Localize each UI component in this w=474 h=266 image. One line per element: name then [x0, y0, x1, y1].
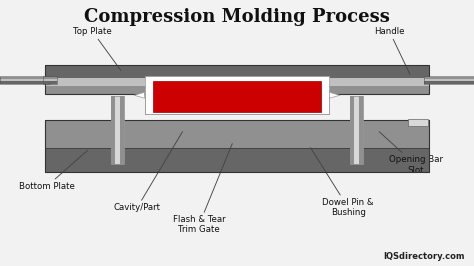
Bar: [111, 96, 115, 164]
Bar: [43, 79, 57, 81]
Text: Opening Bar
Slot: Opening Bar Slot: [379, 132, 443, 174]
Text: Cavity/Part: Cavity/Part: [114, 132, 182, 212]
Bar: [153, 81, 321, 112]
Bar: [0, 76, 50, 84]
Bar: [350, 96, 354, 164]
Bar: [45, 120, 429, 172]
Bar: [359, 96, 363, 164]
Polygon shape: [134, 92, 145, 98]
Bar: [145, 105, 329, 114]
Bar: [145, 76, 329, 114]
Bar: [43, 76, 57, 84]
Bar: [45, 148, 429, 172]
Text: Flash & Tear
Trim Gate: Flash & Tear Trim Gate: [173, 144, 232, 234]
Text: Bottom Plate: Bottom Plate: [19, 150, 88, 191]
Bar: [43, 77, 57, 80]
Bar: [145, 94, 329, 105]
Bar: [0, 79, 50, 81]
Bar: [408, 119, 428, 126]
Bar: [0, 81, 50, 84]
Text: Compression Molding Process: Compression Molding Process: [84, 8, 390, 26]
Bar: [45, 120, 429, 148]
Bar: [45, 65, 429, 94]
Bar: [45, 78, 429, 87]
Bar: [120, 96, 124, 164]
Bar: [45, 86, 429, 94]
Polygon shape: [329, 92, 340, 98]
Text: Handle: Handle: [374, 27, 410, 74]
Bar: [43, 81, 57, 84]
Text: Top Plate: Top Plate: [73, 27, 121, 70]
Bar: [424, 76, 474, 84]
Bar: [45, 65, 429, 78]
Text: IQSdirectory.com: IQSdirectory.com: [383, 252, 465, 261]
Bar: [424, 81, 474, 84]
Bar: [424, 77, 474, 80]
Bar: [0, 77, 50, 80]
Bar: [111, 96, 124, 164]
Bar: [424, 79, 474, 81]
Bar: [350, 96, 363, 164]
Text: Dowel Pin &
Bushing: Dowel Pin & Bushing: [310, 148, 374, 217]
Bar: [145, 94, 329, 114]
